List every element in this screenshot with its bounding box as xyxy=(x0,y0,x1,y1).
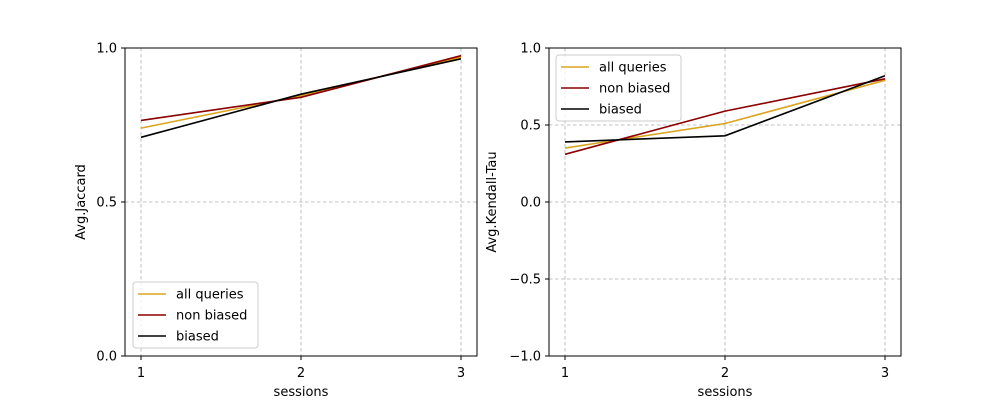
y-tick-label: 0.5 xyxy=(96,196,117,211)
x-axis-label: sessions xyxy=(274,385,329,400)
x-axis-label: sessions xyxy=(698,385,753,400)
legend: all queries non biased biased xyxy=(132,281,259,349)
legend-box xyxy=(132,281,259,349)
legend: all queries non biased biased xyxy=(555,54,682,122)
legend-label: all queries xyxy=(176,288,244,303)
legend-box xyxy=(555,54,682,122)
y-tick-label: 0.0 xyxy=(520,196,541,211)
x-tick-label: 3 xyxy=(457,366,465,381)
legend-label: all queries xyxy=(599,61,667,76)
y-tick-label: 1.0 xyxy=(520,42,541,57)
y-axis-label: Avg.Jaccard xyxy=(74,164,89,240)
x-tick-label: 1 xyxy=(561,366,569,381)
kendall-tau-chart: 1 2 3 −1.0 −0.5 0.0 0.5 1.0 sessions Avg.Kendall-… xyxy=(485,42,902,400)
x-tick-label: 2 xyxy=(721,366,729,381)
jaccard-chart: 1 2 3 0.0 0.5 1.0 sessions Avg.Jaccard all queri… xyxy=(74,42,478,400)
y-tick-label: 1.0 xyxy=(96,42,117,57)
y-tick-label: −1.0 xyxy=(509,350,541,365)
series-line-biased xyxy=(140,58,462,139)
x-tick-label: 2 xyxy=(297,366,305,381)
y-tick-label: 0.5 xyxy=(520,119,541,134)
series-line-biased xyxy=(564,74,886,143)
x-tick-label: 3 xyxy=(881,366,889,381)
y-tick-label: 0.0 xyxy=(96,350,117,365)
y-axis-label: Avg.Kendall-Tau xyxy=(485,151,500,252)
legend-label: biased xyxy=(176,330,219,345)
legend-label: non biased xyxy=(599,82,670,97)
legend-label: biased xyxy=(599,103,642,118)
series-line-non-biased xyxy=(140,54,462,122)
x-tick-label: 1 xyxy=(137,366,145,381)
y-tick-label: −0.5 xyxy=(509,273,541,288)
legend-label: non biased xyxy=(176,309,247,324)
